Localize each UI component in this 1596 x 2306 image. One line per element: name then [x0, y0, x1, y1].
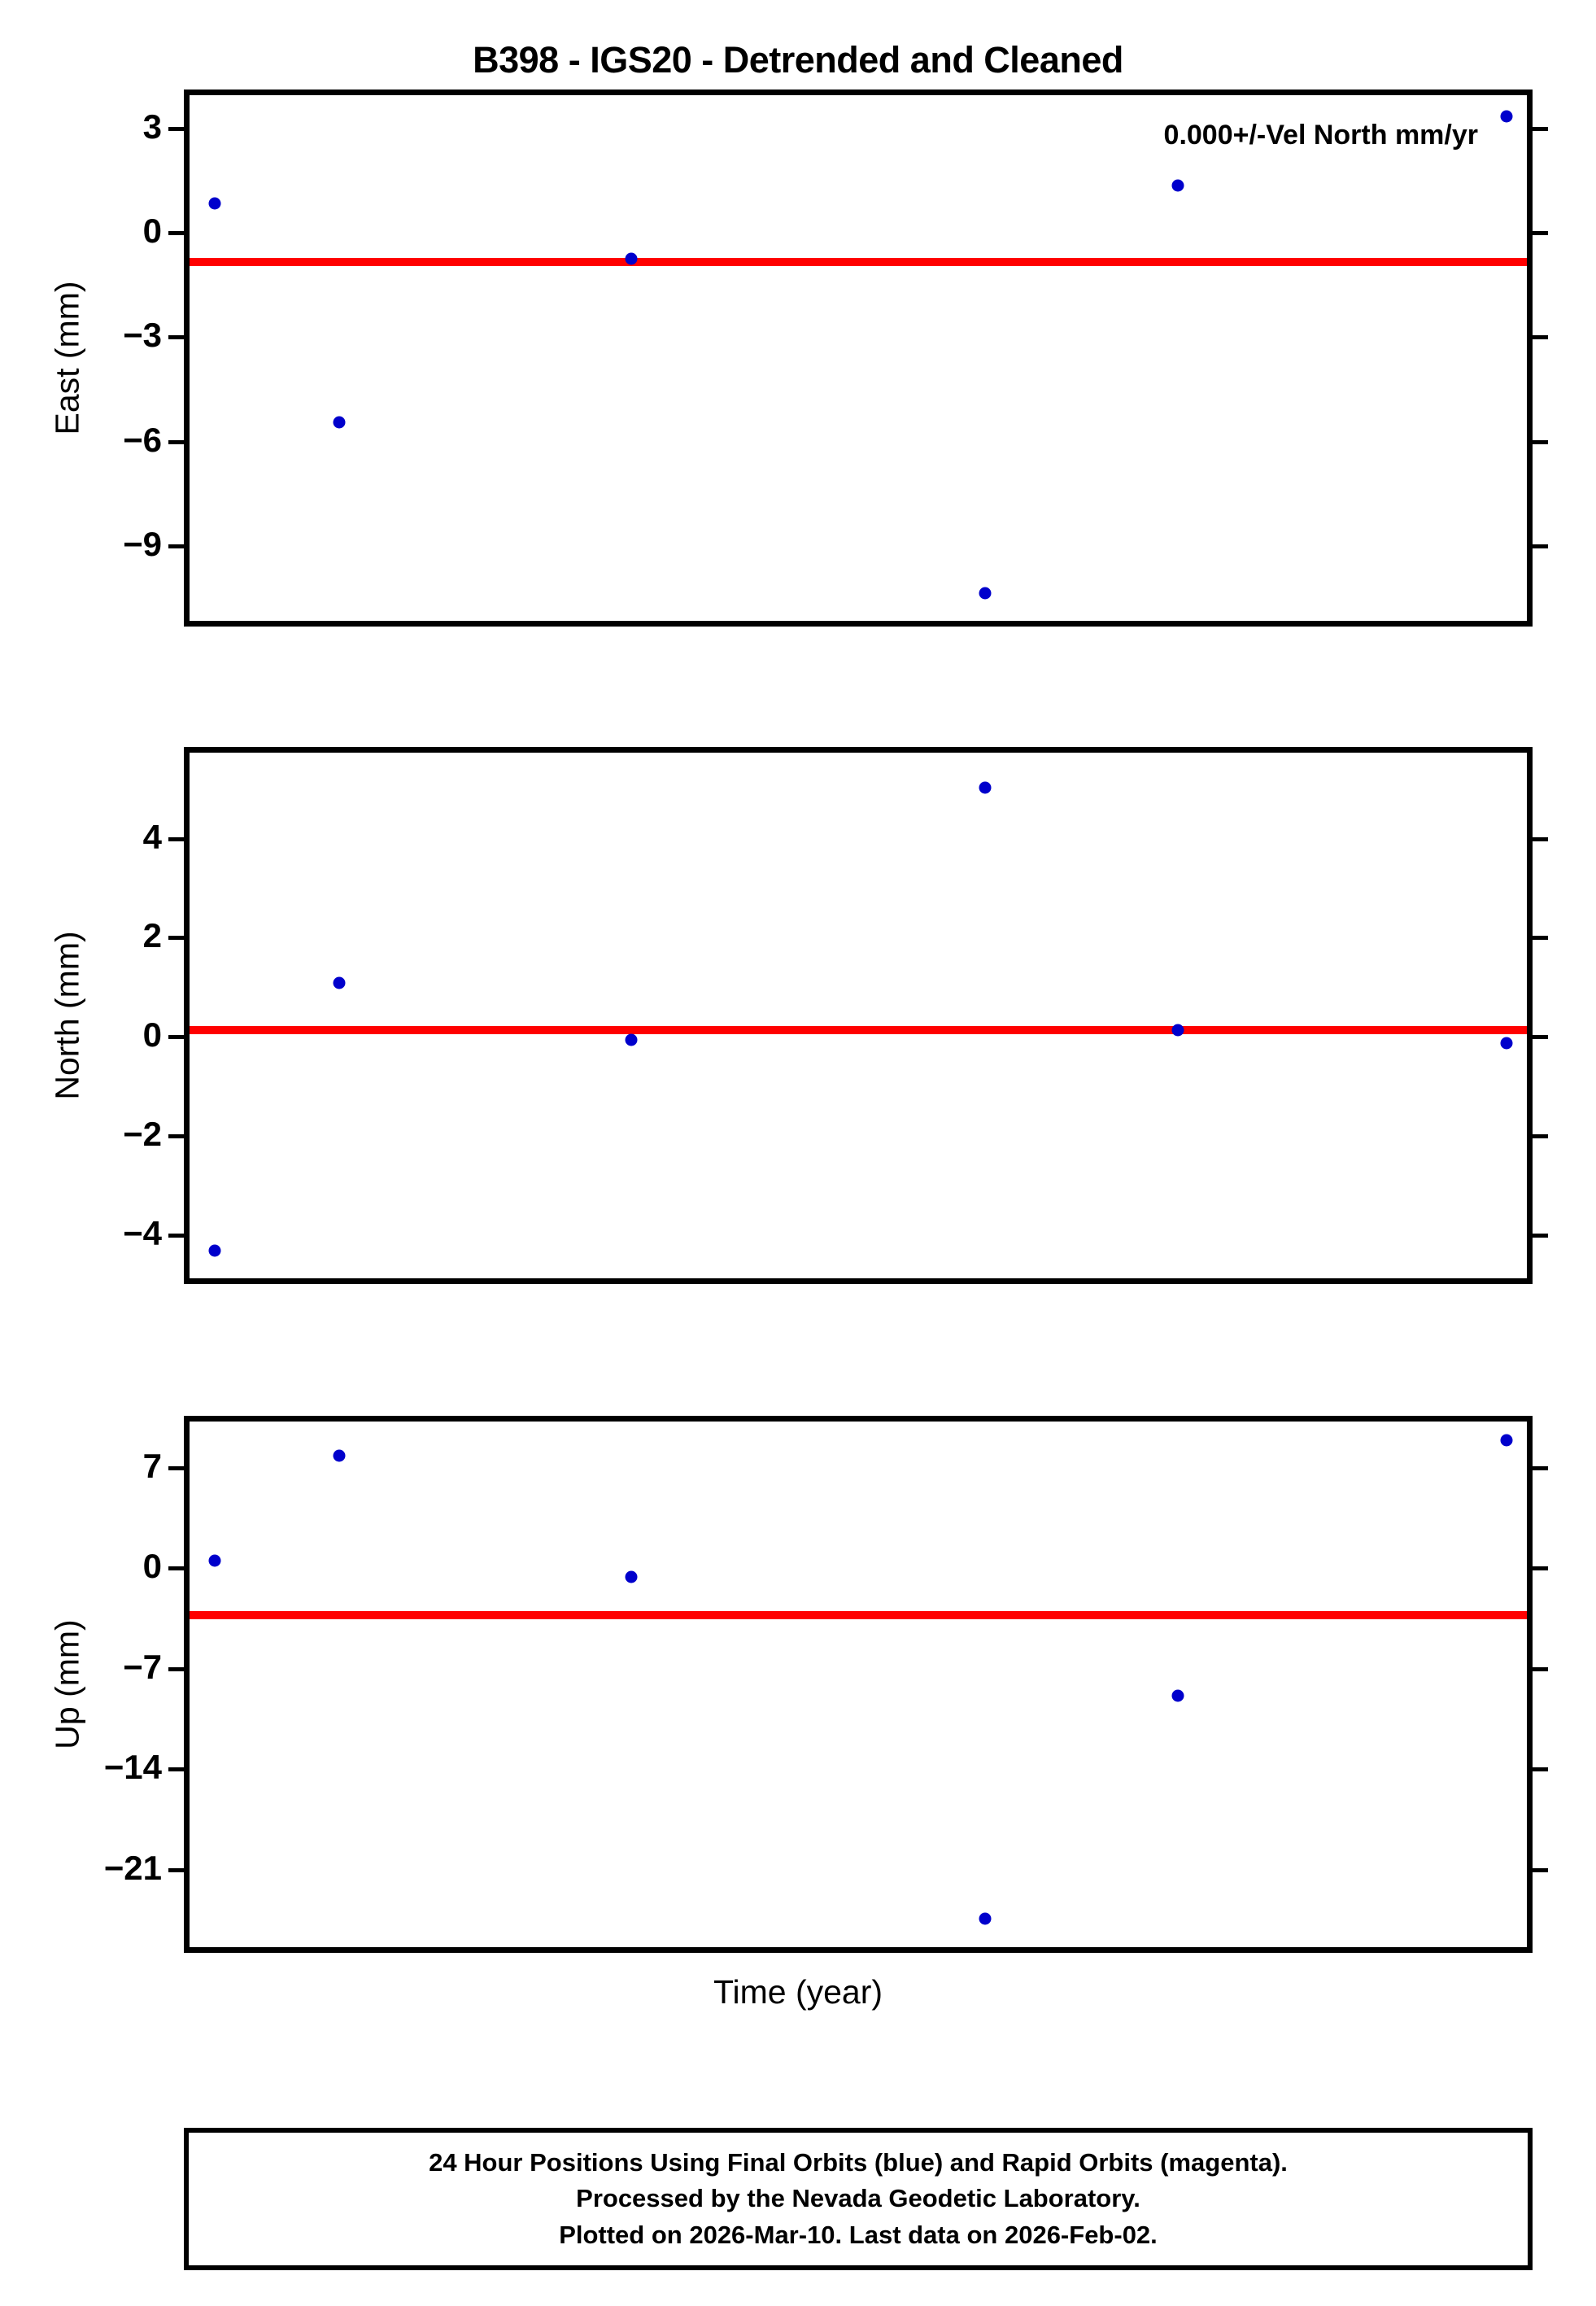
y-tick-left	[168, 936, 190, 941]
y-tick-label: −6	[123, 420, 162, 459]
footer-line-1: 24 Hour Positions Using Final Orbits (bl…	[429, 2148, 1288, 2177]
y-tick-label: −3	[123, 316, 162, 355]
y-tick-label: −9	[123, 524, 162, 563]
y-tick-right	[1527, 335, 1548, 340]
plot-area-up: 7 0 −7 −14 −21	[104, 1422, 1548, 1947]
y-tick-left	[168, 439, 190, 444]
data-point	[1171, 179, 1184, 192]
y-tick-left	[168, 544, 190, 548]
data-point	[208, 1554, 221, 1567]
y-tick-left	[168, 1867, 190, 1872]
data-point	[625, 1570, 638, 1583]
y-tick-label: 3	[142, 107, 162, 146]
y-tick-right	[1527, 126, 1548, 131]
y-tick-left	[168, 126, 190, 131]
footer-caption-box: 24 Hour Positions Using Final Orbits (bl…	[184, 2128, 1533, 2270]
y-tick-right	[1527, 1767, 1548, 1772]
y-tick-left	[168, 1234, 190, 1238]
axis-label-time: Time (year)	[713, 1973, 883, 2011]
y-tick-right	[1527, 439, 1548, 444]
data-point	[333, 976, 346, 989]
y-tick-left	[168, 836, 190, 841]
y-tick-right	[1527, 1666, 1548, 1671]
data-point	[208, 197, 221, 210]
y-tick-label: −21	[103, 1848, 162, 1887]
y-tick-label: −2	[123, 1115, 162, 1154]
y-tick-right	[1527, 936, 1548, 941]
data-point	[1500, 110, 1513, 123]
data-point	[1171, 1689, 1184, 1702]
panel-east: East (mm) 0.000+/-Vel North mm/yr 3 0 −3 −6…	[49, 90, 1548, 627]
data-point	[333, 416, 346, 429]
data-point	[979, 781, 992, 794]
footer-line-3: Plotted on 2026-Mar-10. Last data on 202…	[559, 2220, 1158, 2249]
data-point	[1500, 1434, 1513, 1447]
y-tick-right	[1527, 1465, 1548, 1470]
y-tick-label: 4	[142, 817, 162, 856]
y-tick-right	[1527, 1035, 1548, 1040]
plot-area-east: 3 0 −3 −6 −9	[123, 95, 1548, 621]
y-tick-label: −4	[123, 1214, 162, 1253]
data-point	[333, 1449, 346, 1462]
y-tick-left	[168, 1465, 190, 1470]
panel-north: North (mm) 4 2 0 −2 −4	[49, 747, 1548, 1284]
y-tick-right	[1527, 544, 1548, 548]
y-tick-label: 7	[142, 1446, 162, 1485]
data-point	[625, 1033, 638, 1046]
y-tick-left	[168, 230, 190, 235]
y-tick-label: −14	[103, 1748, 162, 1787]
y-tick-left	[168, 335, 190, 340]
y-tick-left	[168, 1666, 190, 1671]
data-point	[1171, 1024, 1184, 1037]
y-tick-left	[168, 1035, 190, 1040]
y-tick-left	[168, 1134, 190, 1139]
page-title: B398 - IGS20 - Detrended and Cleaned	[473, 39, 1123, 81]
data-point	[979, 1912, 992, 1925]
panel-up: Up (mm) 7 0 −7 −14 −21	[49, 1416, 1548, 1953]
y-tick-left	[168, 1767, 190, 1772]
y-tick-label: −7	[123, 1647, 162, 1686]
plot-area-north: 4 2 0 −2 −4	[123, 753, 1548, 1278]
y-tick-right	[1527, 1566, 1548, 1571]
data-point	[979, 587, 992, 600]
axis-label-east: East (mm)	[48, 281, 86, 435]
y-tick-label: 0	[142, 1547, 162, 1586]
footer-line-2: Processed by the Nevada Geodetic Laborat…	[576, 2184, 1140, 2213]
trend-line	[190, 1611, 1527, 1620]
data-point	[208, 1244, 221, 1257]
axis-label-north: North (mm)	[48, 931, 86, 1100]
trend-line	[190, 1026, 1527, 1035]
y-tick-right	[1527, 1234, 1548, 1238]
data-point	[1500, 1037, 1513, 1050]
y-tick-right	[1527, 230, 1548, 235]
data-point	[625, 252, 638, 265]
y-tick-right	[1527, 836, 1548, 841]
y-tick-label: 0	[142, 211, 162, 250]
y-tick-left	[168, 1566, 190, 1571]
y-tick-label: 2	[142, 916, 162, 955]
y-tick-label: 0	[142, 1015, 162, 1055]
velocity-annotation: 0.000+/-Vel North mm/yr	[1163, 120, 1478, 151]
y-tick-right	[1527, 1134, 1548, 1139]
trend-line	[190, 258, 1527, 267]
y-tick-right	[1527, 1867, 1548, 1872]
axis-label-up: Up (mm)	[48, 1619, 86, 1749]
